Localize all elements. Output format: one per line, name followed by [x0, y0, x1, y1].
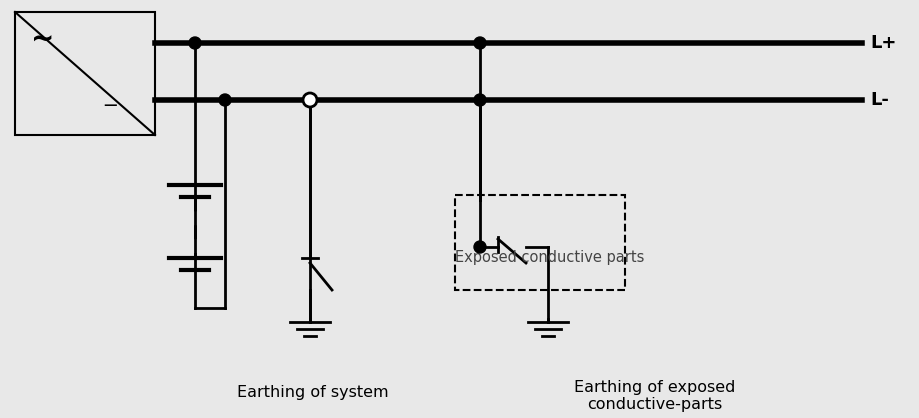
Circle shape: [473, 94, 485, 106]
Text: L+: L+: [869, 34, 895, 52]
Circle shape: [473, 37, 485, 49]
Text: ~: ~: [31, 26, 54, 54]
Text: Exposed conductive parts: Exposed conductive parts: [455, 250, 644, 265]
Circle shape: [188, 37, 200, 49]
Text: L-: L-: [869, 91, 888, 109]
Circle shape: [219, 94, 231, 106]
Circle shape: [302, 93, 317, 107]
Circle shape: [473, 241, 485, 253]
Text: Earthing of system: Earthing of system: [237, 385, 389, 400]
Text: Earthing of exposed
conductive-parts: Earthing of exposed conductive-parts: [573, 380, 735, 413]
Text: ─: ─: [104, 97, 116, 117]
